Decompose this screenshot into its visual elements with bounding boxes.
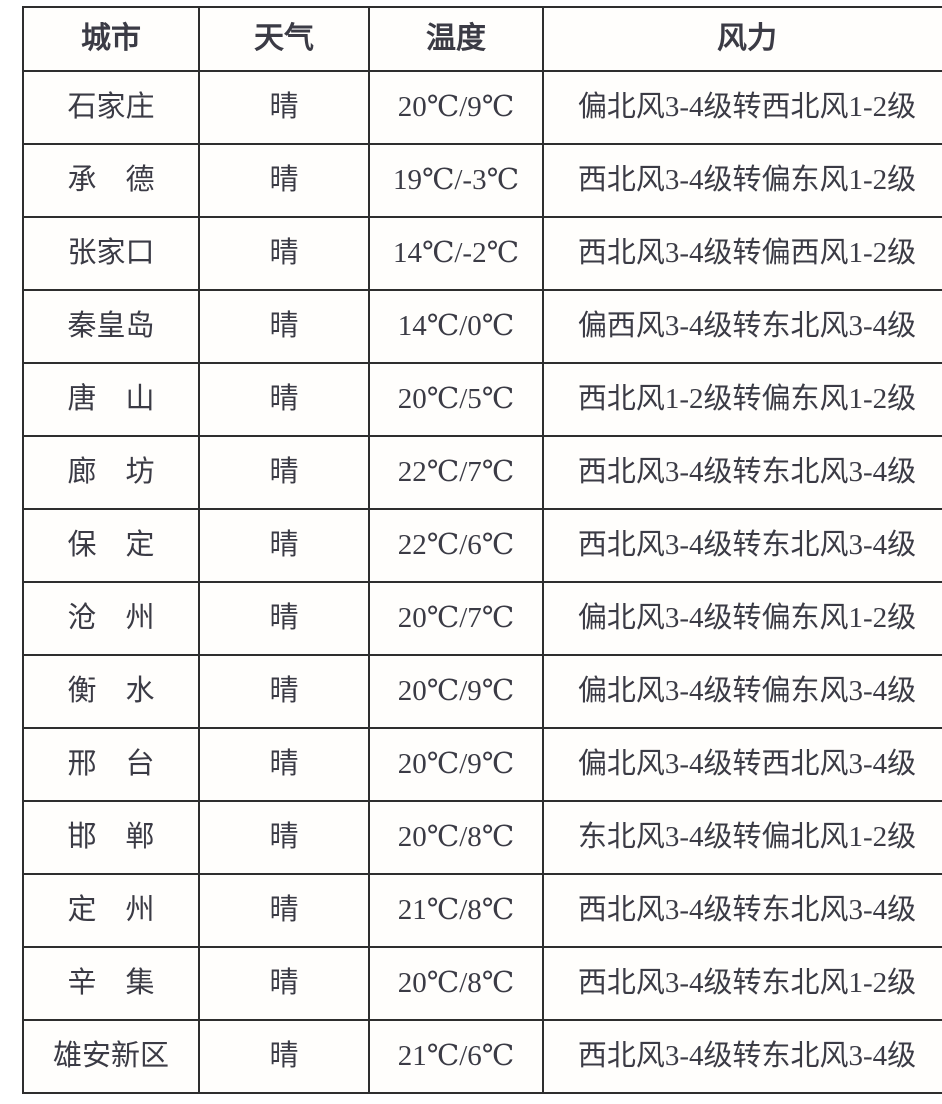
cell-temp: 20℃/8℃: [368, 946, 544, 1021]
cell-weather: 晴: [198, 216, 370, 291]
cell-city: 邢 台: [22, 727, 200, 802]
table-row: 石家庄晴 20℃/9℃ 偏北风3-4级转西北风1-2级: [22, 70, 942, 145]
cell-temp: 20℃/8℃: [368, 800, 544, 875]
cell-wind: 西北风3-4级转东北风3-4级: [542, 435, 942, 510]
table-row: 辛 集晴 20℃/8℃ 西北风3-4级转东北风1-2级: [22, 946, 942, 1021]
cell-temp: 14℃/-2℃: [368, 216, 544, 291]
table-row: 保 定晴 22℃/6℃ 西北风3-4级转东北风3-4级: [22, 508, 942, 583]
column-header-temp: 温度: [368, 6, 544, 72]
cell-temp: 20℃/5℃: [368, 362, 544, 437]
cell-city: 承 德: [22, 143, 200, 218]
table-header: 城市 天气 温度 风力: [22, 6, 942, 72]
cell-weather: 晴: [198, 1019, 370, 1094]
table-row: 唐 山晴 20℃/5℃ 西北风1-2级转偏东风1-2级: [22, 362, 942, 437]
cell-wind: 西北风3-4级转偏东风1-2级: [542, 143, 942, 218]
cell-weather: 晴: [198, 143, 370, 218]
cell-temp: 22℃/6℃: [368, 508, 544, 583]
cell-city: 定 州: [22, 873, 200, 948]
cell-wind: 偏北风3-4级转偏东风1-2级: [542, 581, 942, 656]
table-header-row: 城市 天气 温度 风力: [22, 6, 942, 72]
cell-wind: 东北风3-4级转偏北风1-2级: [542, 800, 942, 875]
cell-wind: 偏北风3-4级转西北风3-4级: [542, 727, 942, 802]
cell-city: 雄安新区: [22, 1019, 200, 1094]
cell-city: 石家庄: [22, 70, 200, 145]
cell-temp: 21℃/8℃: [368, 873, 544, 948]
table-row: 邯 郸晴 20℃/8℃ 东北风3-4级转偏北风1-2级: [22, 800, 942, 875]
table-row: 雄安新区晴 21℃/6℃ 西北风3-4级转东北风3-4级: [22, 1019, 942, 1094]
cell-city: 秦皇岛: [22, 289, 200, 364]
cell-city: 张家口: [22, 216, 200, 291]
cell-temp: 20℃/9℃: [368, 654, 544, 729]
cell-weather: 晴: [198, 946, 370, 1021]
table-row: 邢 台晴 20℃/9℃ 偏北风3-4级转西北风3-4级: [22, 727, 942, 802]
cell-weather: 晴: [198, 800, 370, 875]
cell-wind: 偏北风3-4级转西北风1-2级: [542, 70, 942, 145]
table-row: 秦皇岛晴 14℃/0℃ 偏西风3-4级转东北风3-4级: [22, 289, 942, 364]
cell-weather: 晴: [198, 727, 370, 802]
cell-city: 廊 坊: [22, 435, 200, 510]
table-row: 沧 州晴 20℃/7℃ 偏北风3-4级转偏东风1-2级: [22, 581, 942, 656]
table-row: 张家口晴 14℃/-2℃ 西北风3-4级转偏西风1-2级: [22, 216, 942, 291]
cell-wind: 偏北风3-4级转偏东风3-4级: [542, 654, 942, 729]
cell-wind: 西北风3-4级转东北风3-4级: [542, 873, 942, 948]
cell-weather: 晴: [198, 873, 370, 948]
cell-weather: 晴: [198, 362, 370, 437]
cell-weather: 晴: [198, 435, 370, 510]
table-body: 石家庄晴 20℃/9℃ 偏北风3-4级转西北风1-2级承 德晴 19℃/-3℃ 西北风3…: [22, 70, 942, 1094]
cell-temp: 20℃/9℃: [368, 727, 544, 802]
cell-wind: 西北风3-4级转东北风3-4级: [542, 1019, 942, 1094]
cell-wind: 西北风3-4级转偏西风1-2级: [542, 216, 942, 291]
weather-forecast-table: 城市 天气 温度 风力 石家庄晴 20℃/9℃ 偏北风3-4级转西北风1-2级承 德晴 19…: [22, 6, 942, 1094]
cell-weather: 晴: [198, 70, 370, 145]
column-header-wind: 风力: [542, 6, 942, 72]
cell-city: 衡 水: [22, 654, 200, 729]
column-header-weather: 天气: [198, 6, 370, 72]
cell-city: 唐 山: [22, 362, 200, 437]
weather-forecast-table-container: 城市 天气 温度 风力 石家庄晴 20℃/9℃ 偏北风3-4级转西北风1-2级承 德晴 19…: [22, 6, 942, 1094]
cell-weather: 晴: [198, 508, 370, 583]
cell-wind: 西北风3-4级转东北风1-2级: [542, 946, 942, 1021]
cell-city: 邯 郸: [22, 800, 200, 875]
cell-city: 辛 集: [22, 946, 200, 1021]
cell-weather: 晴: [198, 581, 370, 656]
cell-weather: 晴: [198, 289, 370, 364]
cell-wind: 西北风1-2级转偏东风1-2级: [542, 362, 942, 437]
table-row: 廊 坊晴 22℃/7℃ 西北风3-4级转东北风3-4级: [22, 435, 942, 510]
cell-temp: 22℃/7℃: [368, 435, 544, 510]
cell-wind: 偏西风3-4级转东北风3-4级: [542, 289, 942, 364]
cell-temp: 20℃/9℃: [368, 70, 544, 145]
cell-city: 沧 州: [22, 581, 200, 656]
table-row: 定 州晴 21℃/8℃ 西北风3-4级转东北风3-4级: [22, 873, 942, 948]
cell-temp: 21℃/6℃: [368, 1019, 544, 1094]
cell-temp: 14℃/0℃: [368, 289, 544, 364]
table-row: 承 德晴 19℃/-3℃ 西北风3-4级转偏东风1-2级: [22, 143, 942, 218]
cell-weather: 晴: [198, 654, 370, 729]
table-row: 衡 水晴 20℃/9℃ 偏北风3-4级转偏东风3-4级: [22, 654, 942, 729]
cell-wind: 西北风3-4级转东北风3-4级: [542, 508, 942, 583]
cell-city: 保 定: [22, 508, 200, 583]
cell-temp: 19℃/-3℃: [368, 143, 544, 218]
column-header-city: 城市: [22, 6, 200, 72]
cell-temp: 20℃/7℃: [368, 581, 544, 656]
